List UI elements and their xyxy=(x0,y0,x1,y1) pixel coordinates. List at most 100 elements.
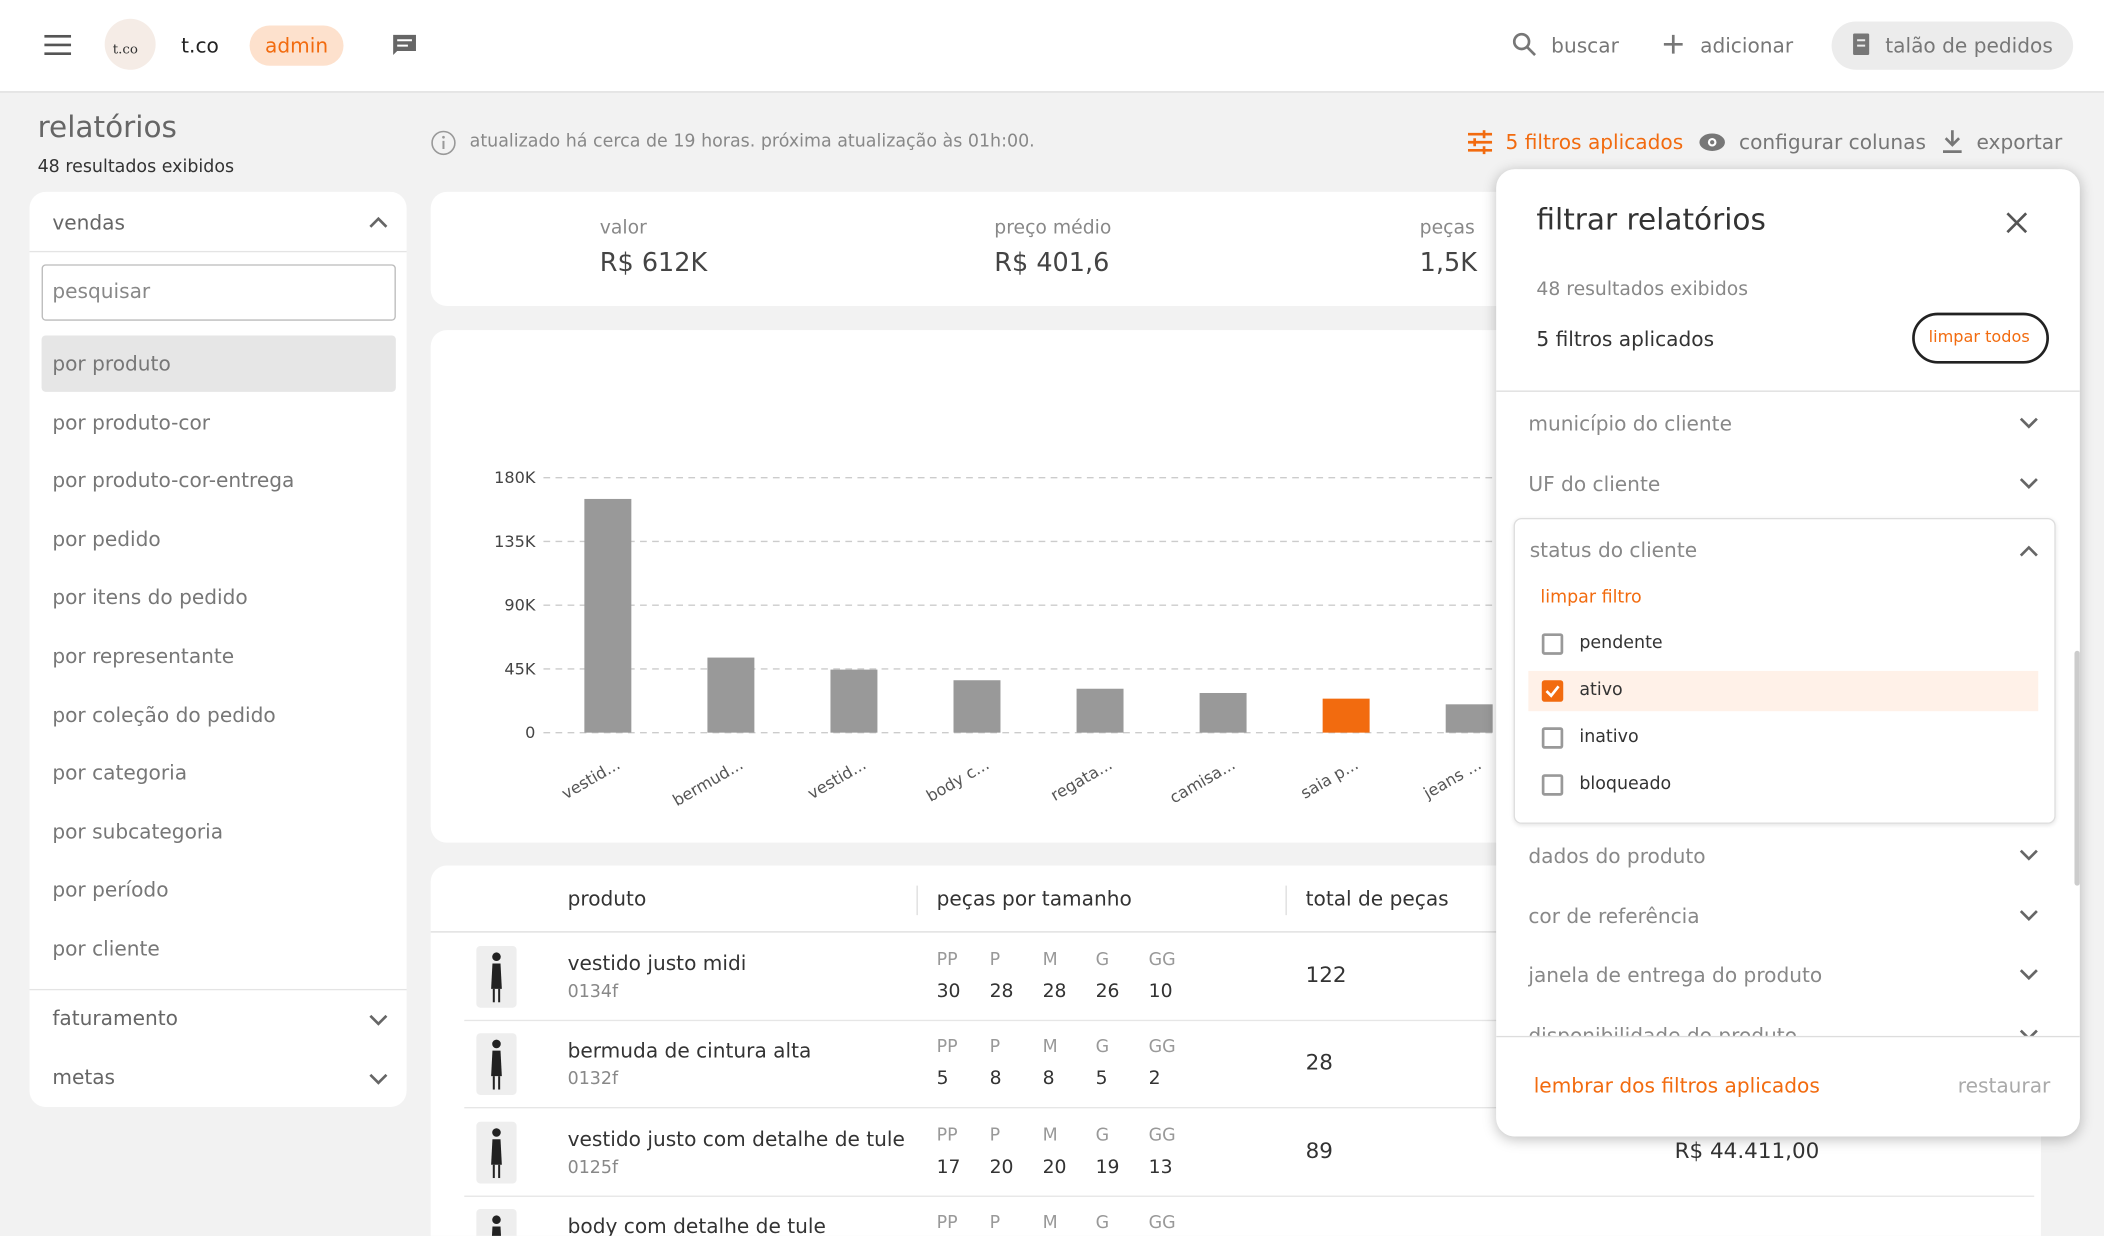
checkbox[interactable] xyxy=(1541,727,1564,749)
clear-all-label: limpar todos xyxy=(1928,327,2030,347)
search-icon[interactable] xyxy=(1512,32,1537,56)
expand-icon[interactable] xyxy=(2019,417,2038,429)
sidebar-item[interactable]: por produto-cor-entrega xyxy=(52,468,295,493)
chat-icon[interactable] xyxy=(392,34,417,57)
sidebar-item[interactable]: por coleção do pedido xyxy=(52,702,276,727)
sidebar-item[interactable]: por categoria xyxy=(52,761,188,786)
expand-icon[interactable] xyxy=(2019,969,2038,981)
option-label[interactable]: pendente xyxy=(1579,633,1663,654)
sidebar-section[interactable]: metas xyxy=(52,1065,116,1090)
expand-icon[interactable] xyxy=(369,1014,388,1026)
size-count: 20 xyxy=(1042,1156,1067,1178)
sidebar-item[interactable]: por pedido xyxy=(52,527,161,552)
clear-filter-button[interactable]: limpar filtro xyxy=(1540,587,1642,608)
expand-icon-part[interactable] xyxy=(369,1073,388,1085)
configure-columns-button[interactable]: configurar colunas xyxy=(1739,130,1926,155)
clear-all-button[interactable] xyxy=(1912,312,2049,364)
sidebar-divider xyxy=(29,250,407,253)
results-count: 48 resultados exibidos xyxy=(37,156,235,178)
search-button[interactable]: buscar xyxy=(1551,33,1619,58)
filters-button[interactable]: 5 filtros aplicados xyxy=(1505,130,1684,155)
checkbox[interactable] xyxy=(1541,633,1564,655)
add-icon[interactable] xyxy=(1663,34,1684,55)
panel-results: 48 resultados exibidos xyxy=(1536,279,1749,301)
filter-section[interactable]: janela de entrega do produto xyxy=(1528,963,1823,988)
sidebar-item[interactable]: por produto-cor xyxy=(52,410,211,435)
search-icon-part[interactable] xyxy=(1526,46,1537,56)
expand-icon-part[interactable] xyxy=(2019,849,2038,861)
menu-icon[interactable] xyxy=(44,34,72,56)
filter-section[interactable]: dados do produto xyxy=(1528,844,1706,869)
sidebar-item[interactable]: por representante xyxy=(52,644,235,669)
size-label: M xyxy=(1042,1125,1058,1146)
add-button[interactable]: adicionar xyxy=(1700,33,1794,58)
checkbox[interactable] xyxy=(1541,774,1564,796)
size-label: M xyxy=(1042,950,1058,971)
product-name: body com detalhe de tule xyxy=(567,1214,826,1236)
collapse-icon-part[interactable] xyxy=(2019,545,2038,557)
expand-icon-part[interactable] xyxy=(2019,478,2038,489)
collapse-icon-part[interactable] xyxy=(369,216,388,228)
product-name: vestido justo midi xyxy=(567,951,747,976)
filter-icon[interactable] xyxy=(1467,130,1493,155)
filter-section[interactable]: município do cliente xyxy=(1528,411,1732,437)
sidebar-item[interactable]: por subcategoria xyxy=(52,819,224,844)
expand-icon-part[interactable] xyxy=(2019,417,2038,429)
option-label[interactable]: inativo xyxy=(1579,727,1639,748)
export-icon[interactable] xyxy=(1942,130,1962,153)
eye-icon[interactable] xyxy=(1699,133,1726,152)
x-tick-label: saia p... xyxy=(1297,755,1361,803)
collapse-icon[interactable] xyxy=(2019,545,2038,557)
column-divider xyxy=(916,885,918,916)
expand-icon-part[interactable] xyxy=(2019,909,2038,921)
expand-icon[interactable] xyxy=(2019,478,2038,490)
size-count: 28 xyxy=(989,980,1014,1003)
role-badge xyxy=(249,25,344,66)
product-code: 0134f xyxy=(567,982,619,1003)
restore-button[interactable]: restaurar xyxy=(1957,1073,2051,1098)
sidebar-item[interactable]: por cliente xyxy=(52,936,160,961)
size-label: G xyxy=(1095,1037,1110,1058)
row-divider xyxy=(464,1107,2035,1109)
orders-button[interactable] xyxy=(1831,21,2074,70)
expand-icon[interactable] xyxy=(2019,849,2038,861)
search-icon-part[interactable] xyxy=(1512,32,1531,51)
eye-icon-part[interactable] xyxy=(1710,140,1715,145)
filter-section[interactable]: UF do cliente xyxy=(1528,472,1661,497)
export-button[interactable]: exportar xyxy=(1976,130,2063,155)
close-icon-part[interactable] xyxy=(2006,212,2028,234)
product-image xyxy=(491,1215,502,1236)
product-image-part xyxy=(492,1127,501,1137)
option-label[interactable]: bloqueado xyxy=(1579,774,1672,795)
summary-label: peças xyxy=(1419,217,1475,239)
expand-icon[interactable] xyxy=(2019,909,2038,921)
panel-divider xyxy=(1496,390,2080,392)
filter-icon-part[interactable] xyxy=(1467,132,1493,152)
check-mark-part xyxy=(1545,685,1560,698)
panel-title: filtrar relatórios xyxy=(1536,203,1766,238)
filter-icon-part[interactable] xyxy=(1473,130,1486,155)
expand-icon-part[interactable] xyxy=(369,1014,388,1026)
collapse-icon[interactable] xyxy=(369,216,388,228)
search-input[interactable] xyxy=(41,264,396,321)
chat-icon-part[interactable] xyxy=(397,39,412,47)
add-icon-part[interactable] xyxy=(1663,34,1683,54)
filter-section[interactable]: cor de referência xyxy=(1528,903,1700,929)
close-icon[interactable] xyxy=(2006,212,2028,234)
menu-icon-part[interactable] xyxy=(44,34,72,56)
sidebar-item[interactable]: por período xyxy=(52,878,169,903)
expand-icon-part[interactable] xyxy=(2019,969,2038,981)
option-label[interactable]: ativo xyxy=(1579,680,1623,701)
column-divider xyxy=(1285,885,1287,916)
expand-icon[interactable] xyxy=(369,1073,388,1085)
remember-filters-button[interactable]: lembrar dos filtros aplicados xyxy=(1533,1073,1820,1098)
summary-value: R$ 401,6 xyxy=(994,248,1110,278)
sidebar-section[interactable]: faturamento xyxy=(52,1006,178,1031)
checkbox[interactable] xyxy=(1541,680,1564,702)
export-icon-part[interactable] xyxy=(1944,130,1961,147)
product-image xyxy=(491,1127,502,1178)
sidebar-item[interactable]: por itens do pedido xyxy=(52,585,248,610)
product-image xyxy=(491,952,502,1003)
header-divider xyxy=(430,931,2041,933)
sidebar-item[interactable]: por produto xyxy=(52,351,171,376)
